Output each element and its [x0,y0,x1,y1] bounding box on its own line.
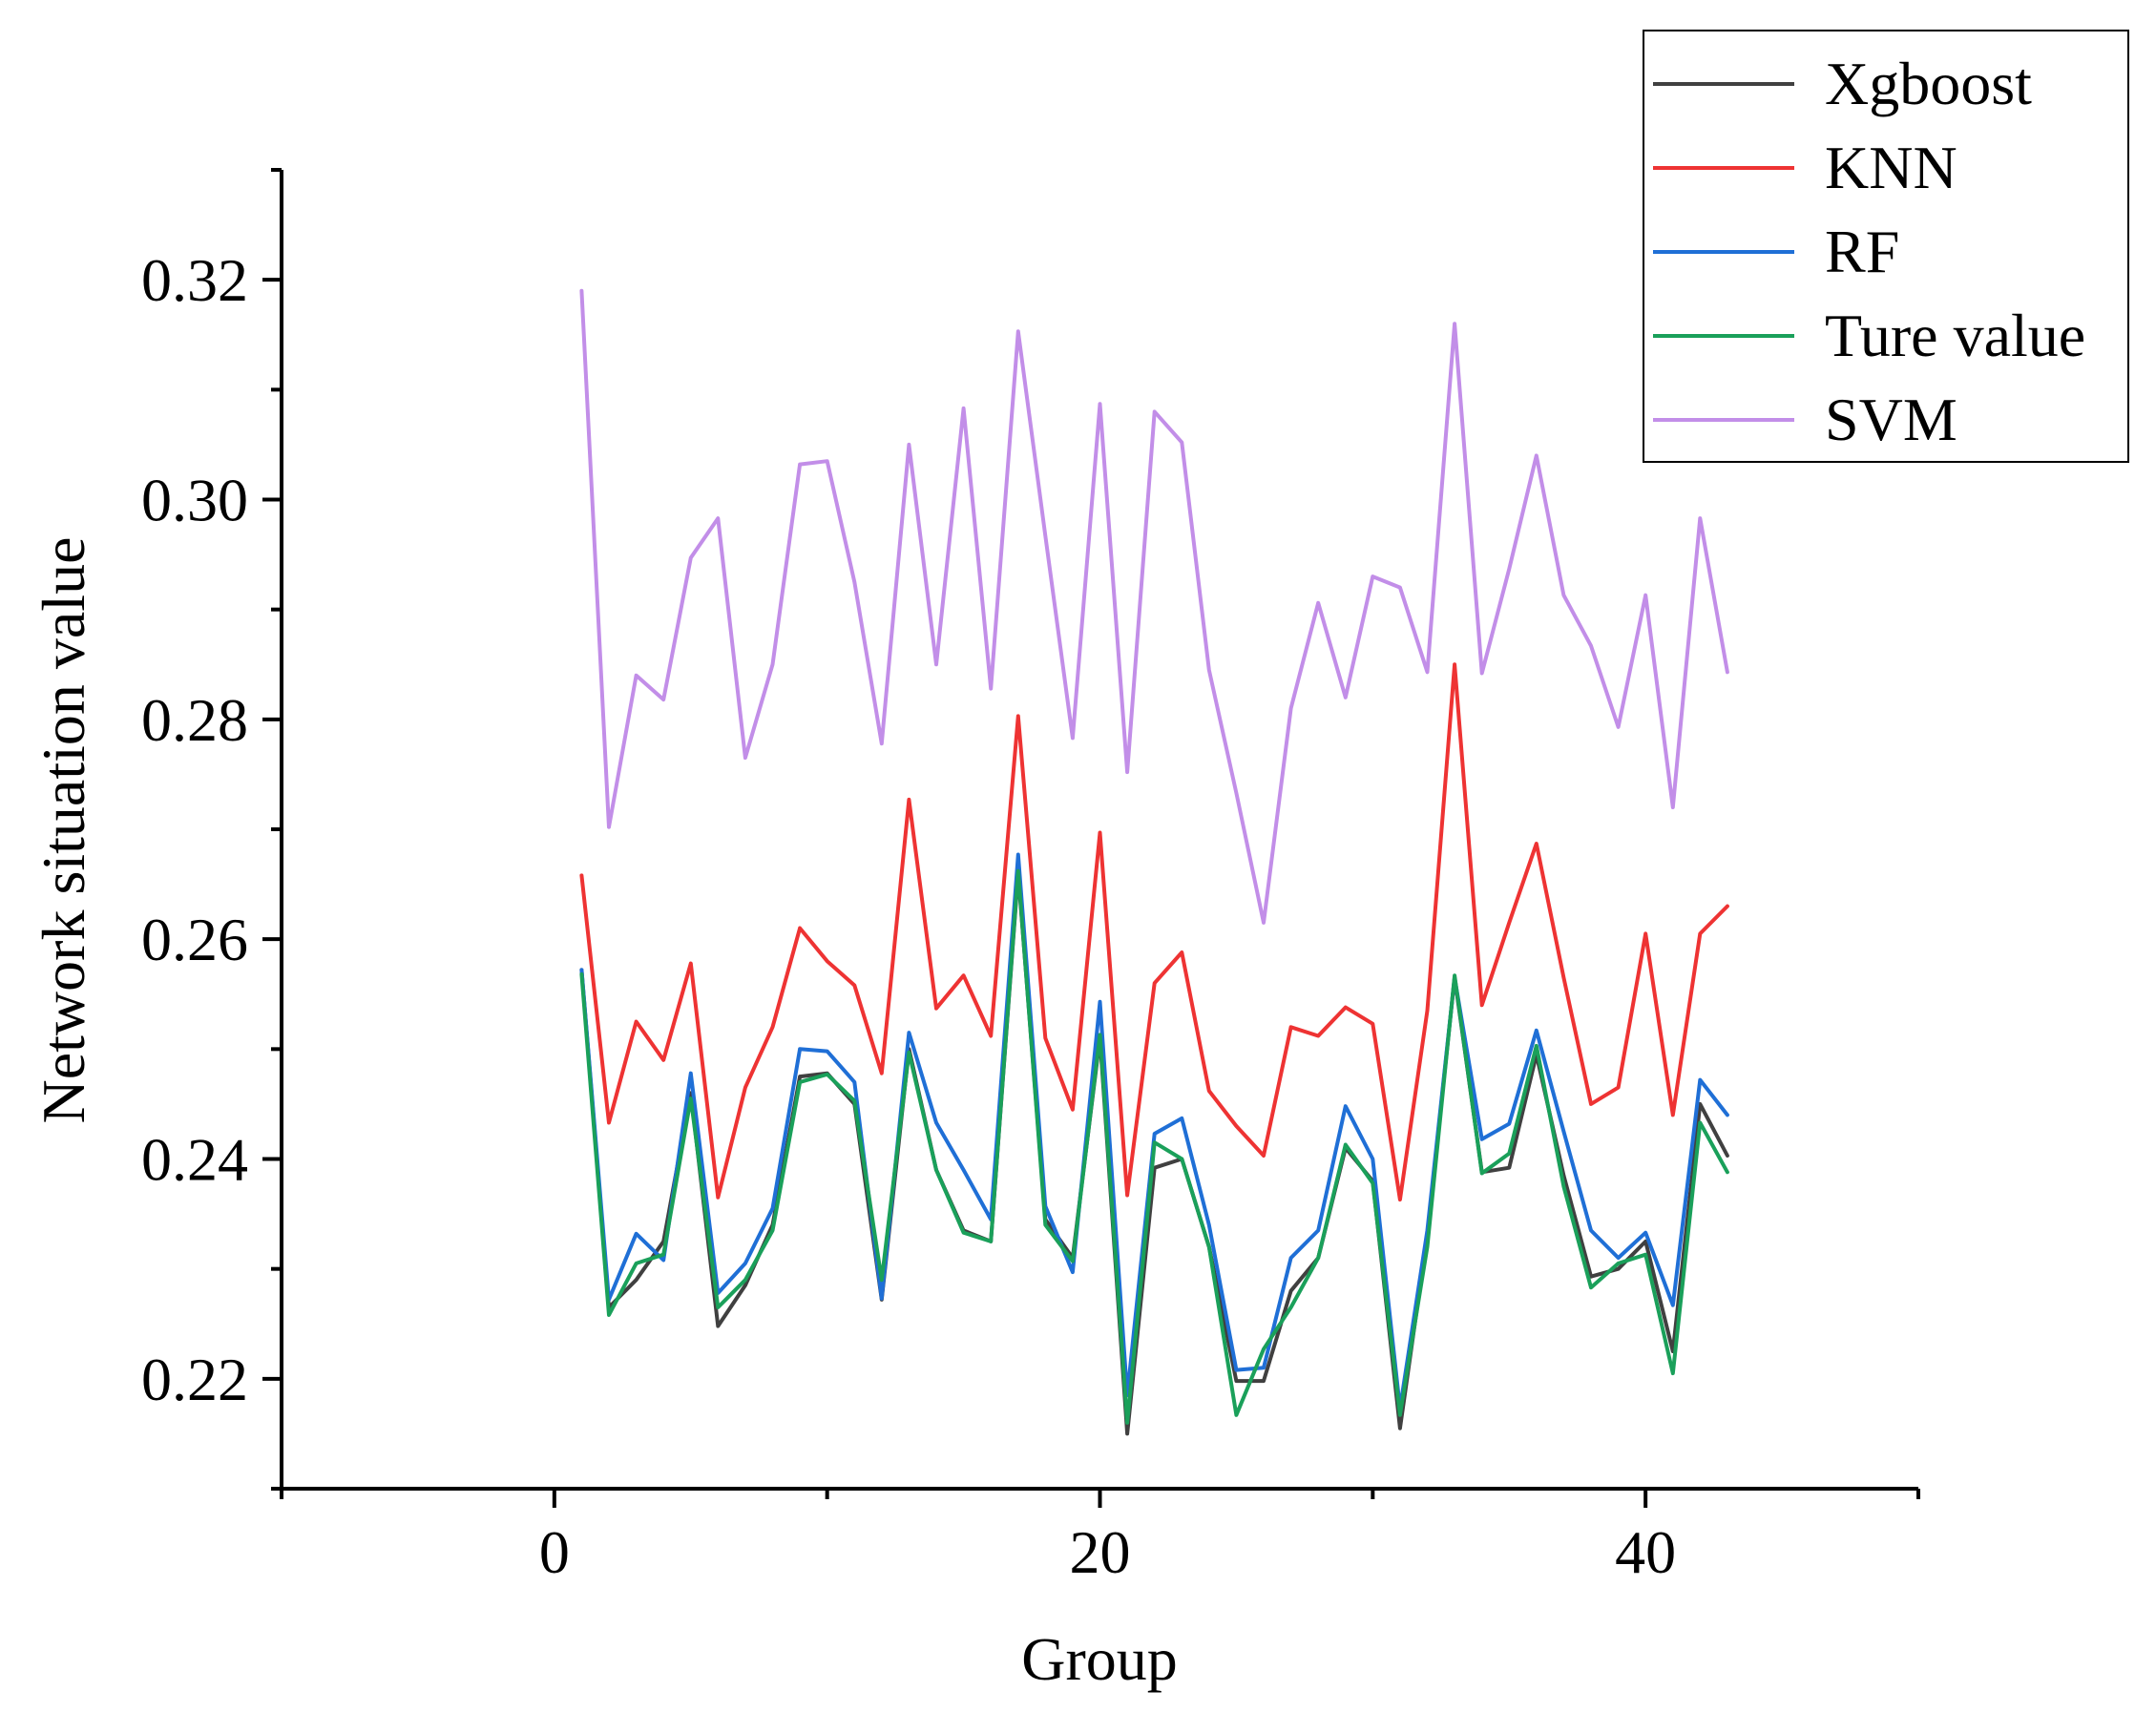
legend-label: KNN [1825,134,1957,201]
y-tick-label: 0.24 [141,1126,248,1194]
axes: 0 20 40 0.22 0.24 0.26 0.28 0.30 0.32 [141,168,1920,1586]
legend-box [1643,30,2129,463]
legend: Xgboost KNN RF Ture value SVM [1643,30,2129,463]
y-axis-title: Network situation value [30,537,97,1124]
legend-label: SVM [1825,386,1957,453]
y-tick-label: 0.32 [141,246,248,314]
y-tick-label: 0.26 [141,906,248,973]
y-tick-label: 0.30 [141,467,248,534]
y-tick-label: 0.22 [141,1346,248,1413]
y-tick-label: 0.28 [141,686,248,754]
series-line-rf [579,852,1729,1410]
legend-label: Xgboost [1825,50,2032,117]
series-line-knn [579,662,1729,1202]
legend-label: RF [1825,218,1899,285]
legend-label: Ture value [1825,302,2085,369]
x-tick-label: 0 [539,1518,570,1586]
x-axis-title: Group [1021,1625,1178,1693]
series-lines [579,288,1729,1436]
y-ticks: 0.22 0.24 0.26 0.28 0.30 0.32 [141,168,282,1491]
legend-items: Xgboost KNN RF Ture value SVM [1653,50,2085,453]
x-ticks: 0 20 40 [280,1489,1920,1586]
x-tick-label: 20 [1070,1518,1131,1586]
x-tick-label: 40 [1615,1518,1676,1586]
series-line-svm [579,288,1729,925]
series-line-ture-value [579,868,1729,1425]
